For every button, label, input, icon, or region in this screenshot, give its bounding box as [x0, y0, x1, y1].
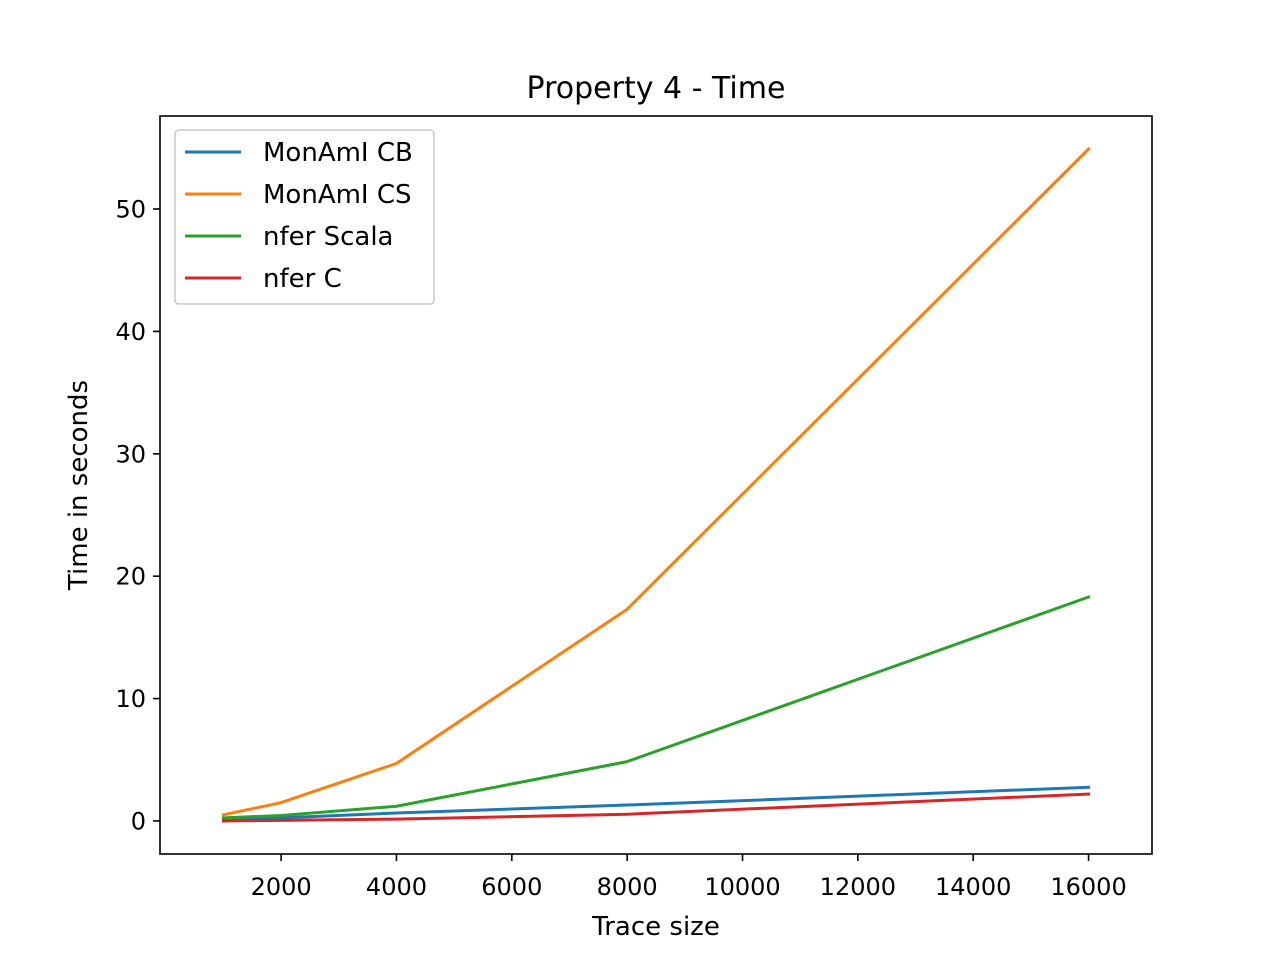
y-axis-ticks: 0 10 20 30 40 50: [115, 196, 160, 835]
chart-title: Property 4 - Time: [527, 71, 786, 106]
y-tick-label: 40: [115, 318, 146, 346]
x-tick-label: 10000: [704, 873, 780, 901]
legend-box: [174, 129, 435, 305]
legend-label-monami-cb: MonAmI CB: [263, 138, 413, 168]
series-line-nfer-c: [221, 792, 1091, 823]
x-tick-label: 6000: [481, 873, 542, 901]
x-tick-label: 14000: [935, 873, 1011, 901]
legend-label-nfer-c: nfer C: [263, 264, 342, 294]
x-tick-label: 12000: [820, 873, 896, 901]
series-line-monami-cs: [221, 146, 1091, 817]
legend-label-monami-cs: MonAmI CS: [263, 180, 412, 210]
x-tick-label: 4000: [366, 873, 427, 901]
y-tick-label: 10: [115, 685, 146, 713]
plot-frame: [159, 115, 1153, 855]
legend: MonAmI CB MonAmI CS nfer Scala nfer C: [174, 129, 435, 305]
series-line-monami-cb: [221, 785, 1091, 822]
y-axis-label: Time in seconds: [64, 380, 94, 591]
y-tick-label: 50: [115, 196, 146, 224]
y-tick-label: 20: [115, 563, 146, 591]
series-line-nfer-scala: [221, 595, 1091, 820]
x-tick-label: 2000: [251, 873, 312, 901]
x-tick-label: 16000: [1050, 873, 1126, 901]
y-tick-label: 0: [131, 807, 146, 835]
series-lines: [221, 146, 1091, 823]
legend-label-nfer-scala: nfer Scala: [263, 222, 393, 252]
y-tick-label: 30: [115, 440, 146, 468]
x-axis-label: Trace size: [591, 912, 720, 942]
x-tick-label: 8000: [597, 873, 658, 901]
x-axis-ticks: 2000 4000 6000 8000 10000 12000 14000 16000: [251, 854, 1127, 901]
